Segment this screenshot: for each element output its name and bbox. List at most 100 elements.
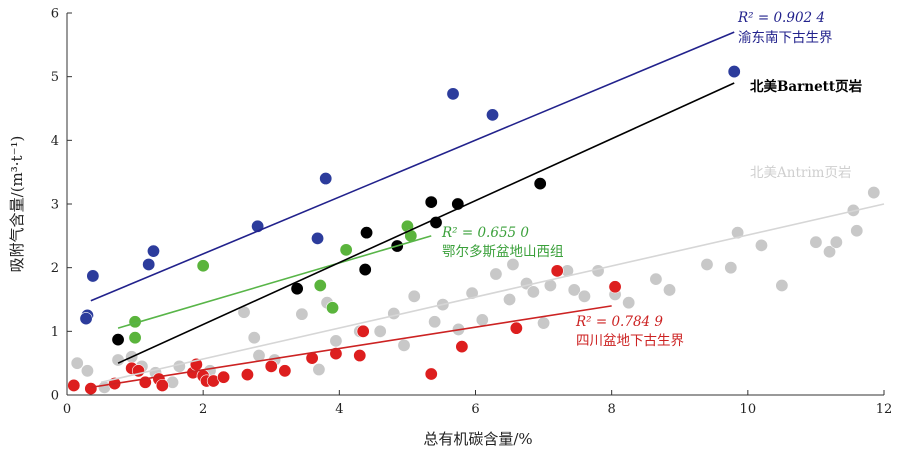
r2-label-sichuan: R² = 0.784 9: [575, 314, 663, 330]
data-point: [142, 257, 156, 271]
series-4: [67, 264, 622, 396]
data-point: [424, 195, 438, 209]
data-point: [295, 307, 309, 321]
data-point: [155, 378, 169, 392]
data-point: [397, 338, 411, 352]
legend-label-antrim: 北美Antrim页岩: [750, 165, 851, 181]
data-point: [649, 272, 663, 286]
x-tick-label: 12: [876, 402, 893, 417]
trend-line-2: [100, 203, 885, 384]
series-label-yudongnan: R² = 0.902 4 渝东南下古生界: [737, 10, 833, 46]
y-tick-label: 5: [51, 70, 59, 85]
data-point: [700, 257, 714, 271]
data-point: [850, 224, 864, 238]
data-point: [809, 235, 823, 249]
y-axis: 0 1 2 3 4 5 6: [51, 7, 72, 404]
legend-label-barnett: 北美Barnett页岩: [750, 78, 863, 95]
y-tick-label: 3: [51, 198, 59, 213]
data-point: [407, 289, 421, 303]
data-point: [313, 278, 327, 292]
data-point: [84, 382, 98, 396]
data-point: [278, 364, 292, 378]
data-point: [424, 367, 438, 381]
trend-line-4: [90, 305, 612, 389]
x-tick-label: 6: [471, 402, 479, 417]
data-point: [217, 370, 231, 384]
data-point: [387, 307, 401, 321]
data-point: [196, 259, 210, 273]
x-tick-label: 10: [740, 402, 757, 417]
data-point: [70, 356, 84, 370]
data-point: [754, 238, 768, 252]
data-point: [360, 226, 374, 240]
data-point: [509, 321, 523, 335]
data-point: [80, 364, 94, 378]
data-point: [486, 108, 500, 122]
r2-label-yudongnan: R² = 0.902 4: [737, 10, 825, 26]
data-point: [311, 231, 325, 245]
legend-label-sichuan: 四川盆地下古生界: [576, 333, 684, 349]
r2-label-ordos: R² = 0.655 0: [441, 225, 529, 241]
series-3: [128, 219, 418, 345]
legend-label-ordos: 鄂尔多斯盆地山西组: [442, 243, 564, 260]
data-point: [329, 334, 343, 348]
data-point: [608, 280, 622, 294]
x-tick-label: 8: [608, 402, 616, 417]
data-point: [356, 324, 370, 338]
data-point: [489, 267, 503, 281]
data-point: [550, 264, 564, 278]
y-tick-label: 0: [51, 389, 59, 404]
data-point: [455, 340, 469, 354]
data-point: [533, 177, 547, 191]
data-point: [353, 349, 367, 363]
data-point: [428, 315, 442, 329]
data-point: [247, 331, 261, 345]
data-point: [240, 368, 254, 382]
data-point: [326, 301, 340, 315]
data-point: [663, 283, 677, 297]
trend-line-1: [117, 82, 735, 364]
x-tick-label: 0: [63, 402, 71, 417]
data-point: [319, 172, 333, 186]
y-tick-label: 6: [51, 7, 59, 22]
data-point: [312, 363, 326, 377]
x-tick-label: 4: [335, 402, 343, 417]
x-axis: 0 2 4 6 8 10 12: [63, 390, 892, 417]
x-axis-title: 总有机碳含量/%: [423, 430, 532, 448]
data-point: [503, 292, 517, 306]
trend-line-0: [90, 31, 735, 302]
data-point: [373, 324, 387, 338]
y-tick-label: 4: [51, 134, 59, 149]
data-point: [727, 65, 741, 79]
data-point: [128, 331, 142, 345]
data-point: [775, 278, 789, 292]
data-point: [829, 235, 843, 249]
data-point: [339, 243, 353, 257]
y-tick-label: 2: [51, 261, 59, 276]
y-axis-title: 吸附气含量/(m³·t⁻¹): [8, 136, 26, 273]
data-point: [358, 263, 372, 277]
data-point: [111, 353, 125, 367]
data-point: [67, 378, 81, 392]
series-label-sichuan: R² = 0.784 9 四川盆地下古生界: [575, 314, 684, 349]
data-point: [146, 244, 160, 258]
data-point: [329, 347, 343, 361]
data-point: [79, 312, 93, 326]
data-point: [475, 313, 489, 327]
data-point: [567, 283, 581, 297]
data-point: [526, 285, 540, 299]
series-0: [79, 65, 741, 326]
data-point: [867, 186, 881, 200]
trend-line-3: [117, 235, 432, 329]
data-point: [465, 286, 479, 300]
data-point: [172, 359, 186, 373]
data-point: [305, 351, 319, 365]
y-tick-label: 1: [51, 325, 59, 340]
data-point: [506, 257, 520, 271]
data-point: [622, 296, 636, 310]
data-point: [823, 245, 837, 259]
data-point: [577, 289, 591, 303]
x-tick-label: 2: [199, 402, 207, 417]
legend-label-yudongnan: 渝东南下古生界: [738, 30, 833, 46]
data-point: [724, 261, 738, 275]
